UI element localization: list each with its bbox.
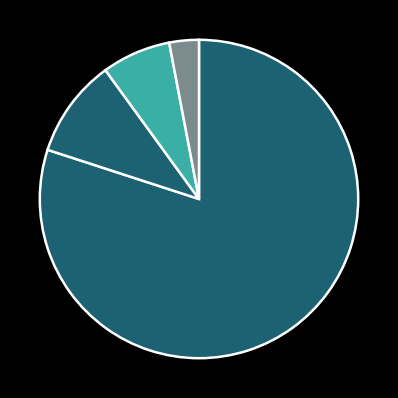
Wedge shape [48, 70, 199, 199]
Wedge shape [105, 43, 199, 199]
Wedge shape [40, 40, 358, 358]
Wedge shape [169, 40, 199, 199]
